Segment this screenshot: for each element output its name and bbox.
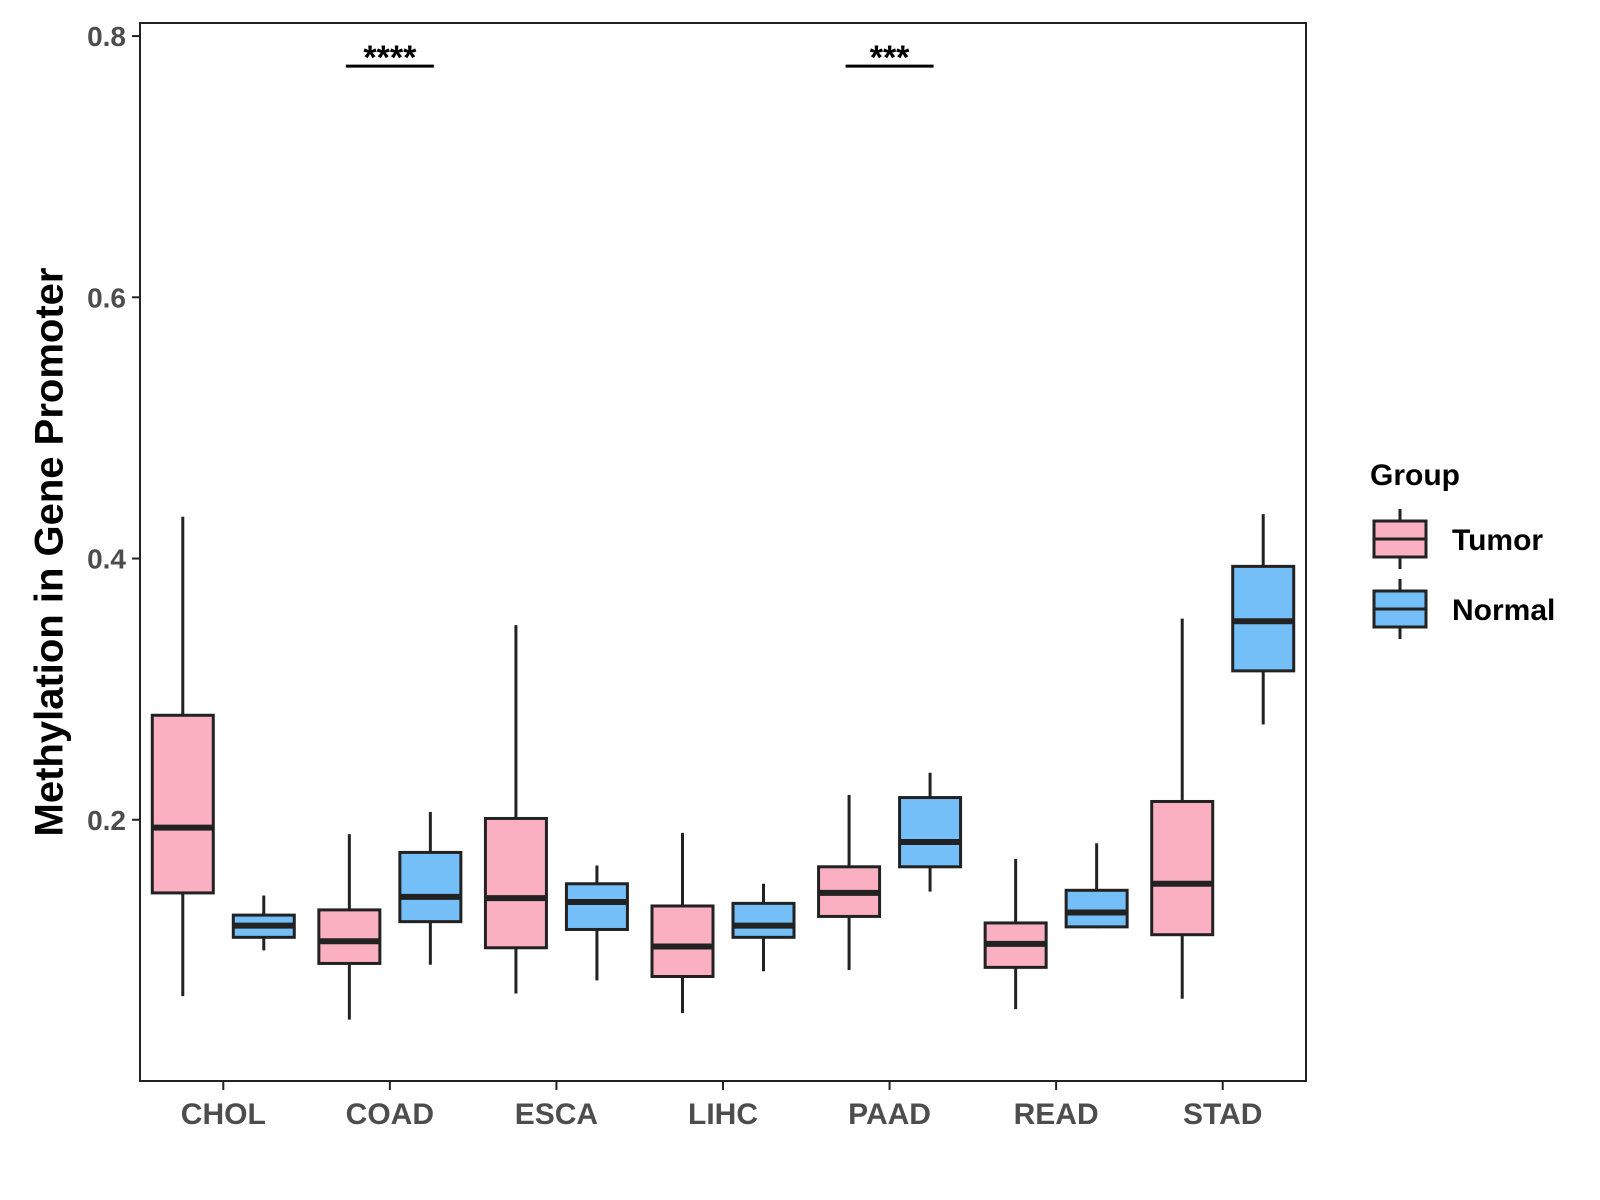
box-iqr [898,796,963,869]
legend: Group Tumor Normal [1370,459,1555,639]
plot-marks: **** *** [150,39,1296,1020]
significance-label: *** [870,39,910,77]
y-tick-label: 0.2 [87,805,126,836]
legend-key-tumor [1372,509,1428,569]
axes: 0.2 0.4 0.6 0.8 CHOL COAD ESCA LIHC PAAD READ STAD [87,21,1262,1131]
x-tick-label: READ [1014,1098,1099,1131]
box-tumor-coad [317,834,382,1020]
box-iqr [317,908,382,965]
x-tick-label: STAD [1183,1098,1262,1131]
legend-label-tumor: Tumor [1452,524,1543,557]
y-tick-label: 0.6 [87,282,126,313]
box-iqr [1150,799,1215,937]
significance-coad: **** [345,39,434,77]
box-iqr [731,901,796,939]
box-iqr [150,713,215,895]
box-tumor-esca [483,625,548,994]
y-tick-label: 0.8 [87,21,126,52]
box-tumor-stad [1150,618,1215,999]
box-normal-paad [898,772,963,892]
box-iqr [1064,888,1129,929]
legend-label-normal: Normal [1452,594,1555,627]
box-iqr [483,816,548,950]
box-normal-lihc [731,883,796,972]
box-normal-esca [564,865,629,981]
box-iqr [650,904,715,979]
y-tick-label: 0.4 [87,544,126,575]
box-tumor-chol [150,516,215,997]
x-tick-label: PAAD [848,1098,931,1131]
box-normal-coad [398,811,463,965]
x-tick-label: CHOL [181,1098,266,1131]
legend-key-normal [1372,579,1428,639]
x-tick-label: LIHC [688,1098,758,1131]
y-axis-title: Methylation in Gene Promoter [28,268,72,837]
significance-label: **** [363,39,417,77]
x-tick-label: ESCA [515,1098,598,1131]
box-normal-stad [1231,514,1296,725]
box-iqr [398,850,463,924]
box-tumor-paad [817,794,882,970]
legend-title: Group [1370,459,1460,492]
plot-panel [139,22,1307,1082]
box-normal-read [1064,843,1129,929]
box-tumor-lihc [650,832,715,1014]
x-tick-label: COAD [346,1098,434,1131]
box-tumor-read [983,858,1048,1010]
significance-paad: *** [845,39,934,77]
box-iqr [564,882,629,931]
box-normal-chol [231,895,296,951]
